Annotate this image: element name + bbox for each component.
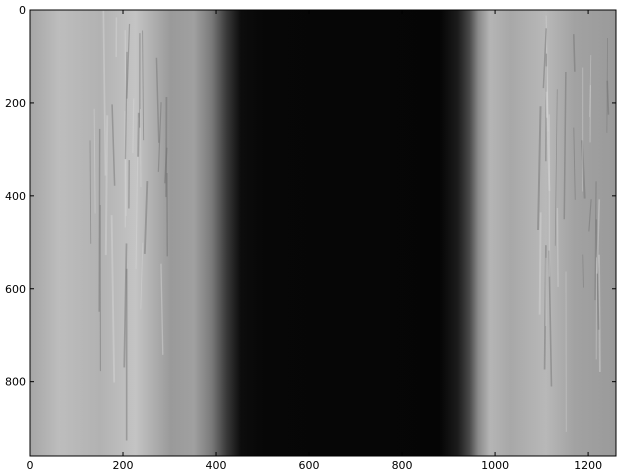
heatmap-texture xyxy=(89,10,610,441)
plot-frame xyxy=(29,9,617,457)
texture-streak xyxy=(598,254,601,373)
texture-streak xyxy=(140,242,144,310)
texture-streak xyxy=(588,199,592,232)
texture-streak xyxy=(111,104,116,186)
heatmap-fill xyxy=(30,10,616,456)
texture-streak xyxy=(123,243,128,368)
texture-streak xyxy=(581,140,586,199)
texture-streak xyxy=(572,34,576,72)
y-axis: 0 200 400 600 800 xyxy=(5,4,616,389)
x-axis: 0 200 400 600 800 1000 1200 xyxy=(27,10,602,471)
texture-streak xyxy=(143,181,149,254)
y-tick-label: 400 xyxy=(5,190,26,203)
x-tick-label: 0 xyxy=(27,459,34,471)
texture-streak xyxy=(126,23,131,99)
texture-streak xyxy=(124,51,128,160)
texture-streak xyxy=(594,181,597,301)
texture-streak xyxy=(142,30,145,141)
texture-streak xyxy=(545,53,548,162)
texture-streak xyxy=(542,28,547,89)
texture-streak xyxy=(589,55,592,118)
texture-streak xyxy=(556,208,559,287)
texture-streak xyxy=(606,80,610,115)
texture-streak xyxy=(137,112,140,157)
texture-streak xyxy=(548,250,553,387)
texture-streak xyxy=(104,115,109,256)
texture-streak xyxy=(157,102,162,172)
y-tick-label: 0 xyxy=(19,4,26,17)
texture-streak xyxy=(573,127,576,200)
y-tick-label: 200 xyxy=(5,97,26,110)
texture-streak xyxy=(545,66,548,118)
texture-streak xyxy=(164,147,168,184)
texture-streak xyxy=(132,98,135,153)
texture-streak xyxy=(160,263,164,355)
heatmap-image xyxy=(30,10,616,456)
texture-streak xyxy=(124,30,127,216)
texture-streak xyxy=(606,38,608,133)
texture-streak xyxy=(537,106,542,231)
x-tick-label: 1000 xyxy=(481,459,509,471)
texture-streak xyxy=(135,117,139,269)
x-tick-label: 600 xyxy=(299,459,320,471)
texture-streak xyxy=(89,140,92,244)
texture-streak xyxy=(545,91,551,191)
texture-streak xyxy=(582,254,584,288)
texture-streak xyxy=(139,109,142,187)
texture-streak xyxy=(155,57,160,143)
y-tick-label: 800 xyxy=(5,376,26,389)
texture-streak xyxy=(110,215,116,383)
texture-streak xyxy=(543,245,547,370)
texture-streak xyxy=(596,199,601,274)
texture-streak xyxy=(554,89,558,246)
texture-streak xyxy=(538,212,542,315)
y-tick-label: 600 xyxy=(5,283,26,296)
texture-streak xyxy=(545,15,549,132)
texture-streak xyxy=(93,108,96,214)
texture-streak xyxy=(563,72,567,220)
texture-streak xyxy=(595,219,600,330)
x-tick-label: 400 xyxy=(206,459,227,471)
x-tick-label: 200 xyxy=(113,459,134,471)
texture-streak xyxy=(102,10,107,176)
x-tick-label: 800 xyxy=(392,459,413,471)
x-tick-label: 1200 xyxy=(574,459,602,471)
